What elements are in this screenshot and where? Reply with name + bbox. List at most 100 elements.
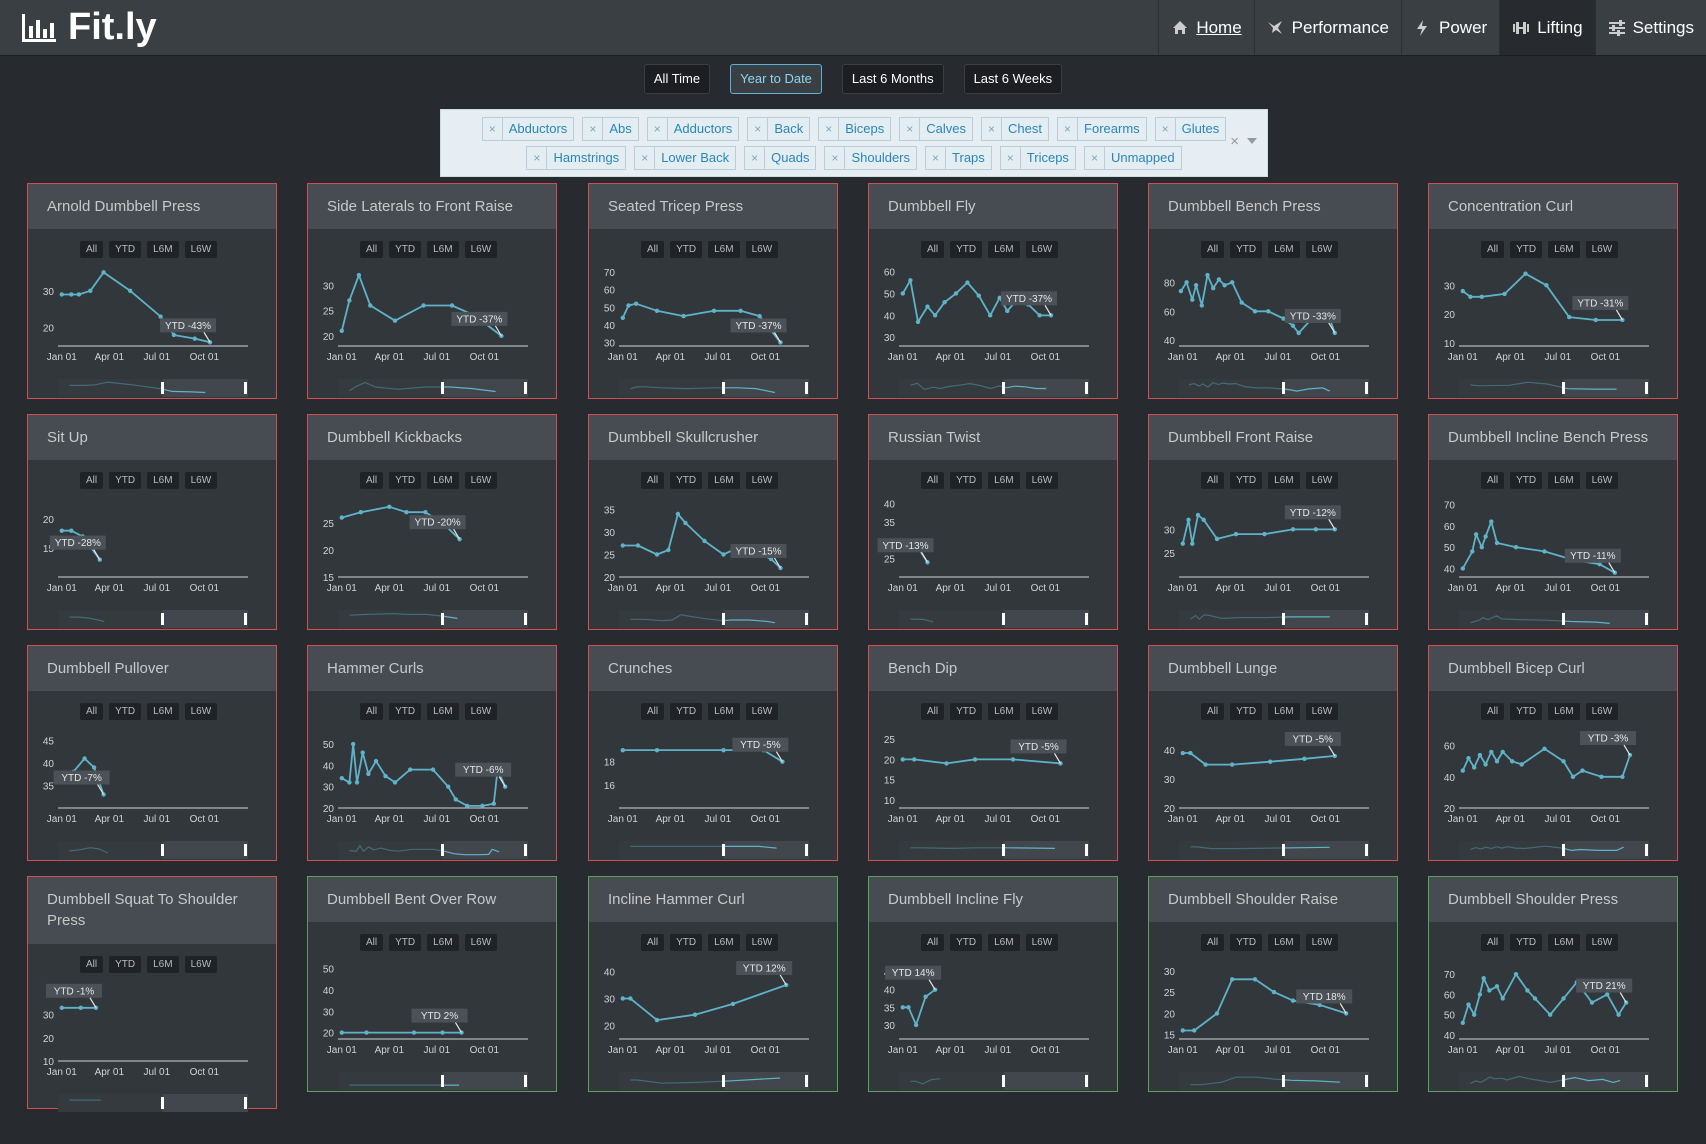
range-button-all[interactable]: All (641, 934, 665, 951)
range-handle-right[interactable] (524, 382, 527, 394)
range-handle-left[interactable] (1562, 382, 1565, 394)
range-button-l6m[interactable]: L6M (147, 472, 179, 489)
range-handle-right[interactable] (524, 613, 527, 625)
range-button-l6w[interactable]: L6W (464, 241, 498, 258)
range-handle-left[interactable] (1282, 382, 1285, 394)
range-button-all[interactable]: All (641, 472, 665, 489)
range-button-l6m[interactable]: L6M (1268, 472, 1300, 489)
range-handle-left[interactable] (441, 1075, 444, 1087)
range-button-ytd[interactable]: YTD (670, 241, 703, 258)
range-button-ytd[interactable]: YTD (670, 472, 703, 489)
range-button-all[interactable]: All (80, 241, 104, 258)
range-button-all[interactable]: All (1201, 241, 1225, 258)
nav-home[interactable]: Home (1158, 0, 1253, 55)
range-button-ytd[interactable]: YTD (1510, 472, 1543, 489)
range-button-l6m[interactable]: L6M (427, 934, 459, 951)
range-button-ytd[interactable]: YTD (389, 934, 422, 951)
range-button-l6w[interactable]: L6W (184, 241, 218, 258)
range-handle-right[interactable] (244, 613, 247, 625)
range-button-l6m[interactable]: L6M (427, 703, 459, 720)
remove-tag-icon[interactable]: × (748, 118, 769, 140)
range-handle-left[interactable] (722, 1075, 725, 1087)
time-filter-last-6-months[interactable]: Last 6 Months (841, 64, 944, 94)
range-button-all[interactable]: All (1481, 241, 1505, 258)
range-button-ytd[interactable]: YTD (1510, 241, 1543, 258)
range-button-all[interactable]: All (921, 241, 945, 258)
range-handle-left[interactable] (1002, 613, 1005, 625)
nav-settings[interactable]: Settings (1594, 0, 1706, 55)
range-button-l6m[interactable]: L6M (147, 956, 179, 973)
range-button-ytd[interactable]: YTD (950, 934, 983, 951)
range-button-ytd[interactable]: YTD (1230, 472, 1263, 489)
range-button-all[interactable]: All (80, 472, 104, 489)
range-button-ytd[interactable]: YTD (670, 934, 703, 951)
range-handle-left[interactable] (161, 613, 164, 625)
range-button-all[interactable]: All (1481, 703, 1505, 720)
range-button-l6w[interactable]: L6W (464, 472, 498, 489)
time-filter-last-6-weeks[interactable]: Last 6 Weeks (963, 64, 1063, 94)
muscle-filter[interactable]: × Abductors × Abs × Adductors × Back × Biceps × Cal… (440, 109, 1268, 177)
range-button-l6m[interactable]: L6M (1268, 934, 1300, 951)
range-button-l6w[interactable]: L6W (1025, 703, 1059, 720)
range-handle-right[interactable] (1645, 844, 1648, 856)
range-button-ytd[interactable]: YTD (950, 472, 983, 489)
remove-tag-icon[interactable]: × (825, 147, 846, 169)
range-button-l6m[interactable]: L6M (708, 934, 740, 951)
remove-tag-icon[interactable]: × (483, 118, 503, 140)
range-button-l6w[interactable]: L6W (184, 472, 218, 489)
range-button-ytd[interactable]: YTD (950, 241, 983, 258)
range-button-ytd[interactable]: YTD (109, 956, 142, 973)
range-button-l6w[interactable]: L6W (184, 956, 218, 973)
range-handle-left[interactable] (1562, 1075, 1565, 1087)
range-handle-right[interactable] (805, 844, 808, 856)
range-button-l6w[interactable]: L6W (745, 472, 779, 489)
remove-tag-icon[interactable]: × (1001, 147, 1021, 169)
remove-tag-icon[interactable]: × (900, 118, 921, 140)
remove-tag-icon[interactable]: × (527, 147, 548, 169)
range-button-l6w[interactable]: L6W (1585, 472, 1619, 489)
range-handle-right[interactable] (524, 844, 527, 856)
range-button-l6m[interactable]: L6M (427, 472, 459, 489)
range-button-all[interactable]: All (360, 703, 384, 720)
range-button-l6m[interactable]: L6M (988, 241, 1020, 258)
range-button-ytd[interactable]: YTD (389, 703, 422, 720)
range-button-l6m[interactable]: L6M (427, 241, 459, 258)
range-handle-right[interactable] (1365, 382, 1368, 394)
remove-tag-icon[interactable]: × (926, 147, 947, 169)
range-button-all[interactable]: All (1201, 472, 1225, 489)
range-button-all[interactable]: All (1201, 934, 1225, 951)
range-button-l6w[interactable]: L6W (1305, 703, 1339, 720)
range-handle-right[interactable] (805, 613, 808, 625)
range-button-l6w[interactable]: L6W (1025, 934, 1059, 951)
range-button-l6m[interactable]: L6M (1548, 241, 1580, 258)
range-button-ytd[interactable]: YTD (389, 241, 422, 258)
remove-tag-icon[interactable]: × (635, 147, 656, 169)
range-button-l6m[interactable]: L6M (1268, 703, 1300, 720)
range-button-ytd[interactable]: YTD (1510, 703, 1543, 720)
range-button-ytd[interactable]: YTD (670, 703, 703, 720)
range-button-ytd[interactable]: YTD (109, 472, 142, 489)
remove-tag-icon[interactable]: × (745, 147, 766, 169)
range-button-l6w[interactable]: L6W (1025, 472, 1059, 489)
range-button-all[interactable]: All (1201, 703, 1225, 720)
range-button-l6m[interactable]: L6M (1548, 934, 1580, 951)
range-handle-left[interactable] (1282, 844, 1285, 856)
range-button-l6w[interactable]: L6W (1025, 241, 1059, 258)
range-button-l6m[interactable]: L6M (708, 241, 740, 258)
range-button-l6m[interactable]: L6M (1268, 241, 1300, 258)
clear-filter-icon[interactable]: × (1230, 133, 1239, 150)
range-button-l6w[interactable]: L6W (1585, 703, 1619, 720)
range-button-ytd[interactable]: YTD (1510, 934, 1543, 951)
range-button-l6w[interactable]: L6W (1585, 241, 1619, 258)
range-handle-left[interactable] (161, 844, 164, 856)
range-button-l6w[interactable]: L6W (1305, 472, 1339, 489)
range-button-l6w[interactable]: L6W (184, 703, 218, 720)
range-button-all[interactable]: All (360, 934, 384, 951)
remove-tag-icon[interactable]: × (819, 118, 840, 140)
range-button-ytd[interactable]: YTD (389, 472, 422, 489)
range-button-l6m[interactable]: L6M (988, 703, 1020, 720)
chevron-down-icon[interactable] (1247, 138, 1257, 144)
range-handle-right[interactable] (1365, 844, 1368, 856)
range-button-ytd[interactable]: YTD (109, 241, 142, 258)
range-button-ytd[interactable]: YTD (950, 703, 983, 720)
